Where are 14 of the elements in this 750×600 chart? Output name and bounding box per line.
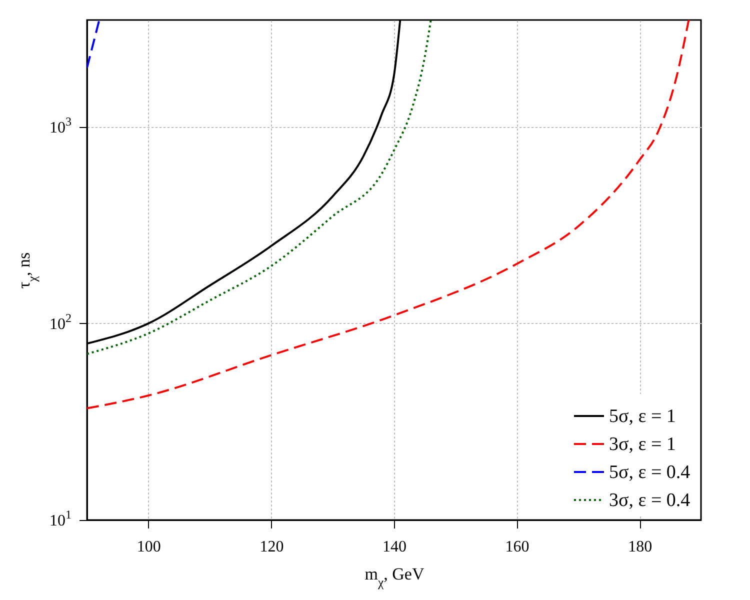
y-tick-label: 10$^{2}$ <box>50 310 72 333</box>
x-tick-label: 120 <box>260 538 284 556</box>
legend-label: 3σ, ε = 1 <box>609 434 676 455</box>
y-tick-label: 10$^{1}$ <box>50 508 72 530</box>
x-tick-label: 100 <box>136 538 161 556</box>
y-tick-label: 10$^{3}$ <box>50 114 72 136</box>
legend-label: 5σ, ε = 1 <box>609 406 676 427</box>
x-tick-label: 160 <box>505 538 530 556</box>
legend-label: 5σ, ε = 0.4 <box>609 462 691 483</box>
line-series <box>87 20 690 410</box>
x-tick-label: 180 <box>628 538 652 556</box>
legend-label: 3σ, ε = 0.4 <box>609 490 691 511</box>
x-tick-label: 140 <box>382 538 406 556</box>
x-axis-title: m$_{χ}$, GeV <box>364 564 425 590</box>
